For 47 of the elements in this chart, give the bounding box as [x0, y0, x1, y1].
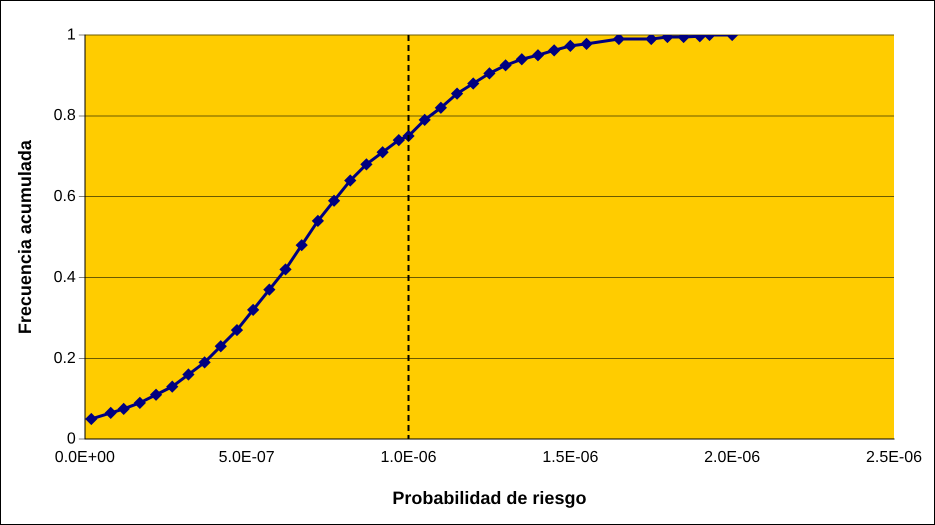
point	[296, 240, 308, 251]
point	[646, 35, 657, 45]
point	[452, 88, 463, 100]
x-tick-label: 0.0E+00	[54, 449, 115, 466]
point	[581, 38, 592, 50]
point	[248, 304, 259, 316]
point	[264, 284, 275, 296]
y-tick-label: 1	[66, 26, 76, 44]
point	[105, 407, 116, 418]
point	[484, 68, 495, 79]
point	[215, 340, 226, 352]
point	[435, 102, 446, 114]
point	[118, 403, 130, 414]
y-tick-label: 0.6	[54, 188, 76, 206]
point	[360, 158, 372, 170]
point	[134, 397, 146, 408]
point	[150, 389, 162, 400]
point	[613, 35, 624, 45]
x-axis-title: Probabilidad de riesgo	[392, 488, 586, 508]
point	[500, 60, 512, 71]
y-axis-title: Frecuencia acumulada	[14, 139, 35, 334]
x-tick-label: 2.5E-06	[866, 449, 922, 466]
point	[532, 50, 544, 61]
point	[328, 195, 340, 206]
point	[344, 175, 356, 186]
x-tick-label: 2.0E-06	[704, 449, 760, 466]
point	[468, 78, 479, 90]
point	[312, 215, 324, 226]
point	[419, 114, 430, 126]
x-tick-label: 1.5E-06	[542, 449, 598, 466]
y-tick-label: 0.4	[54, 268, 76, 286]
point	[393, 134, 404, 146]
point	[86, 413, 97, 424]
y-tick-label: 0.2	[54, 350, 76, 367]
x-tick-label: 5.0E-07	[218, 449, 275, 466]
x-tick-label: 1.0E-06	[380, 449, 437, 466]
point	[516, 54, 528, 65]
point	[377, 146, 388, 158]
point	[199, 356, 210, 368]
point	[231, 324, 242, 336]
y-tick-label: 0	[66, 430, 76, 448]
point	[564, 40, 576, 52]
point	[280, 264, 292, 275]
y-tick-label: 0.8	[54, 107, 76, 124]
point	[166, 381, 178, 392]
point	[548, 44, 560, 56]
point	[182, 369, 194, 380]
